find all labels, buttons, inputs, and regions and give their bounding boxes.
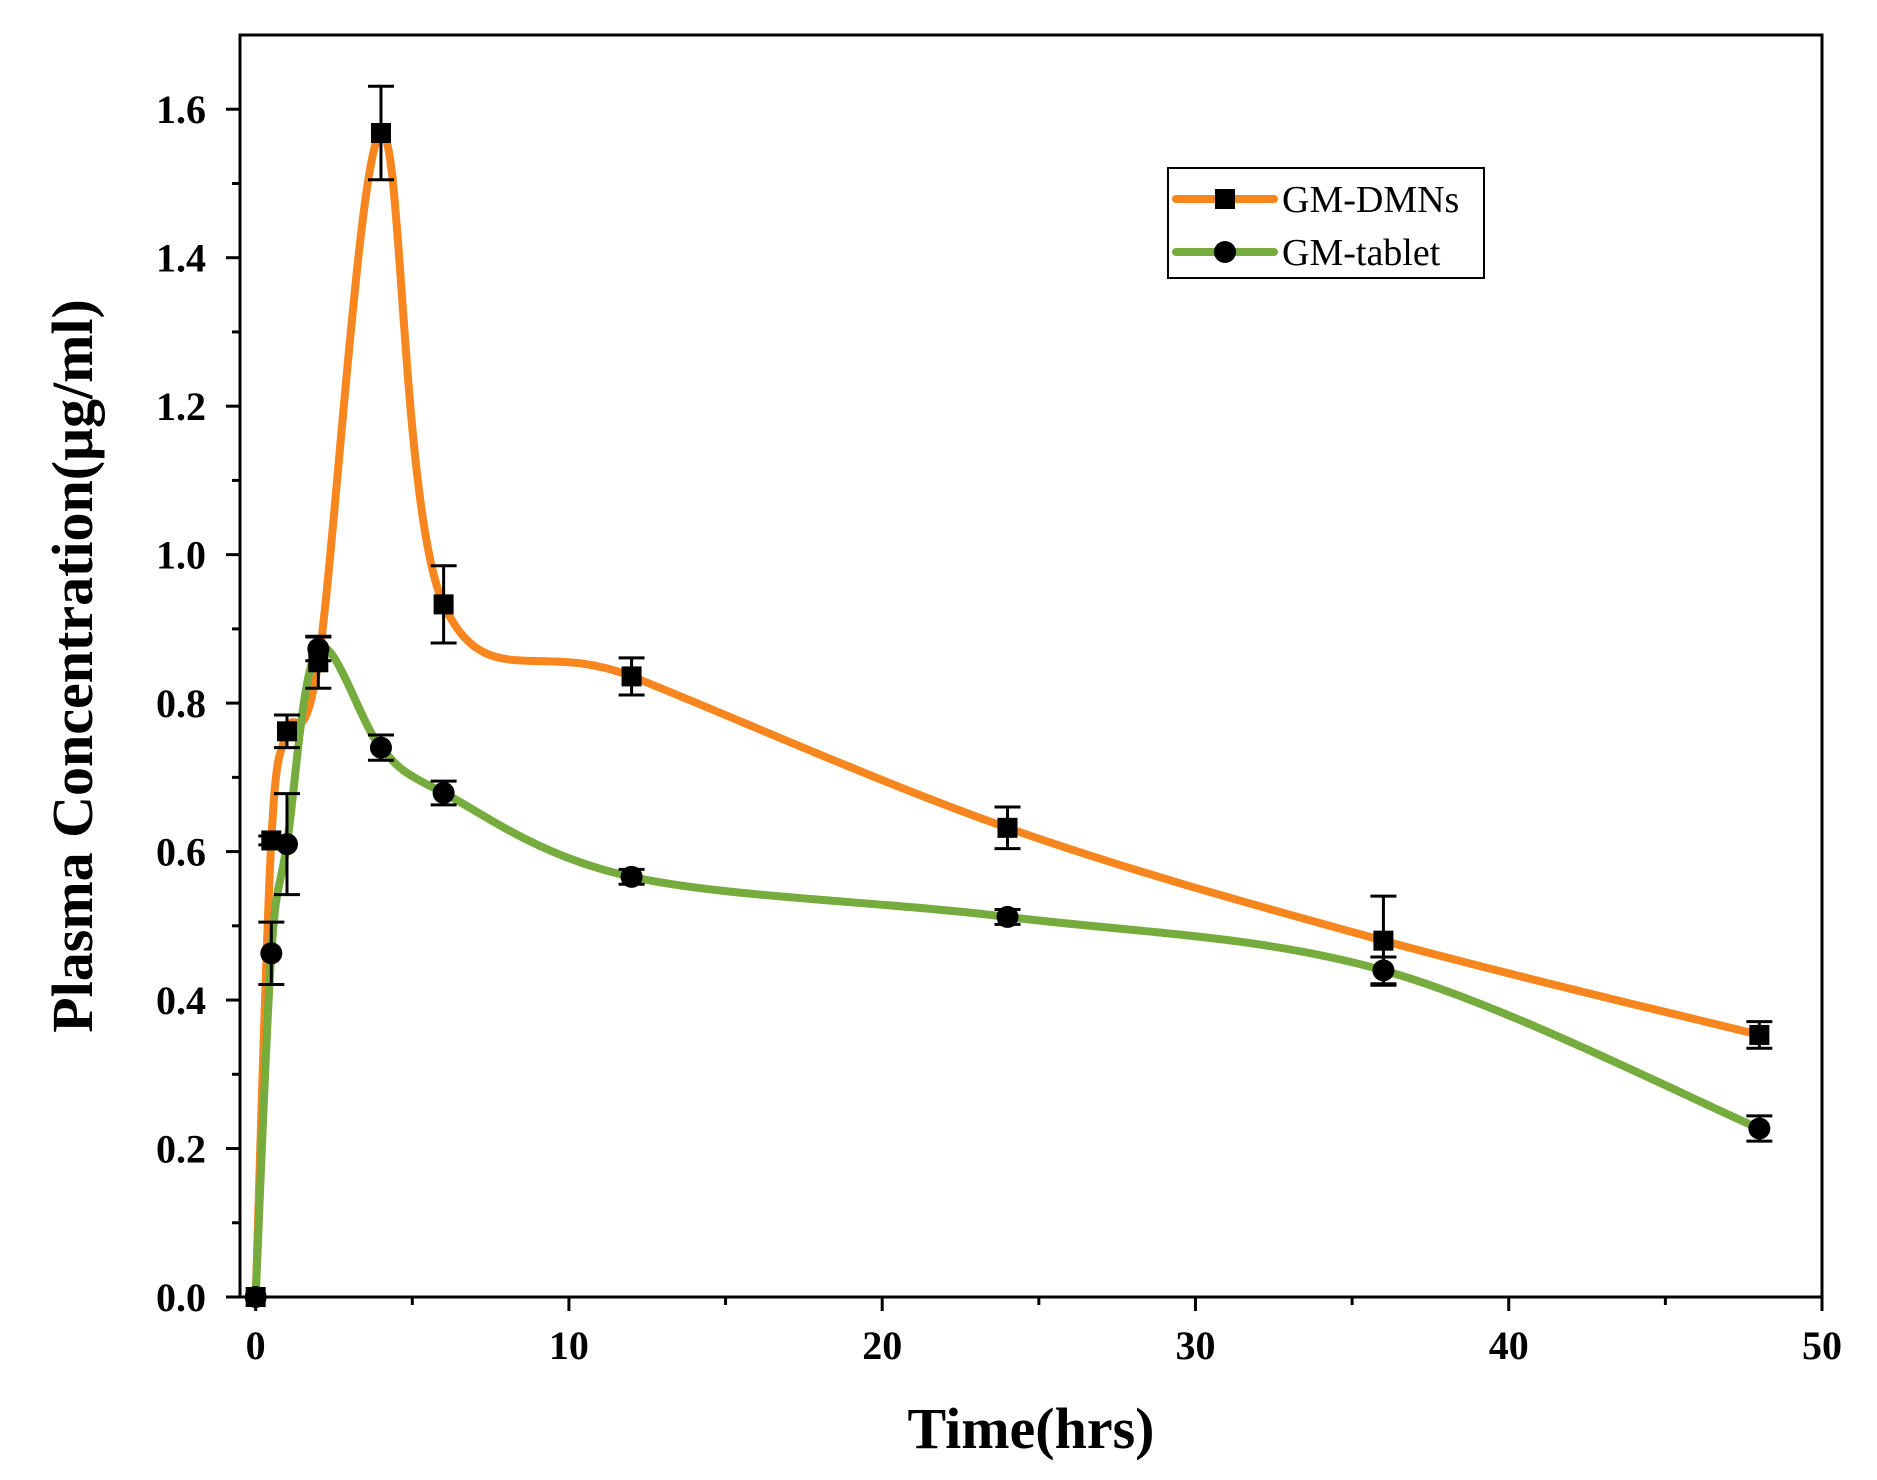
- y-tick-label: 1.2: [156, 384, 206, 429]
- x-tick-label: 40: [1489, 1323, 1529, 1368]
- y-axis-title: Plasma Concentration(μg/ml): [40, 299, 105, 1033]
- data-point-gm-dmns: [1373, 930, 1394, 951]
- y-tick-label: 1.6: [156, 87, 206, 132]
- y-tick-label: 0.0: [156, 1275, 206, 1320]
- data-point-gm-tablet: [275, 833, 298, 856]
- data-point-gm-dmns: [997, 817, 1018, 838]
- y-tick-label: 0.8: [156, 681, 206, 726]
- y-tick-label: 0.4: [156, 978, 206, 1023]
- x-tick-label: 30: [1175, 1323, 1215, 1368]
- legend: GM-DMNs GM-tablet: [1167, 167, 1485, 279]
- data-point-gm-dmns: [370, 122, 391, 143]
- legend-label-gm-tablet: GM-tablet: [1282, 232, 1441, 274]
- x-axis-title: Time(hrs): [907, 1396, 1154, 1461]
- legend-label-gm-dmns: GM-DMNs: [1282, 179, 1459, 221]
- plot-frame: [238, 33, 1824, 1299]
- y-tick-label: 1.4: [156, 236, 206, 281]
- x-tick-label: 0: [246, 1323, 266, 1368]
- legend-square-marker-icon: [1215, 189, 1235, 209]
- x-tick-label: 50: [1802, 1323, 1842, 1368]
- series-line-gm-tablet: [251, 643, 1764, 1301]
- y-tick-label: 0.2: [156, 1127, 206, 1172]
- data-point-gm-tablet: [432, 781, 455, 804]
- series-layer: [244, 84, 1773, 1308]
- axes-layer: [226, 107, 1824, 1311]
- data-point-gm-dmns: [276, 721, 297, 742]
- x-tick-label: 20: [862, 1323, 902, 1368]
- data-point-gm-tablet: [307, 637, 330, 660]
- data-point-gm-tablet: [1372, 959, 1395, 982]
- legend-box: [1167, 167, 1485, 279]
- data-point-gm-dmns: [433, 594, 454, 615]
- data-point-gm-dmns: [1749, 1024, 1770, 1045]
- data-point-gm-tablet: [1748, 1117, 1771, 1140]
- data-point-gm-tablet: [369, 736, 392, 759]
- y-tick-label: 0.6: [156, 830, 206, 875]
- data-point-gm-tablet: [620, 865, 643, 888]
- x-tick-label: 10: [549, 1323, 589, 1368]
- data-point-gm-tablet: [996, 905, 1019, 928]
- y-tick-label: 1.0: [156, 533, 206, 578]
- labels-layer: 0 10 20 30 40 50 0.0 0.2 0.4 0.6 0.8 1.0 1.2 1.4 1.6: [156, 87, 1842, 1368]
- legend-circle-marker-icon: [1214, 241, 1236, 263]
- series-line-gm-dmns: [251, 128, 1764, 1301]
- data-point-gm-dmns: [621, 666, 642, 687]
- data-point-gm-tablet: [260, 942, 283, 965]
